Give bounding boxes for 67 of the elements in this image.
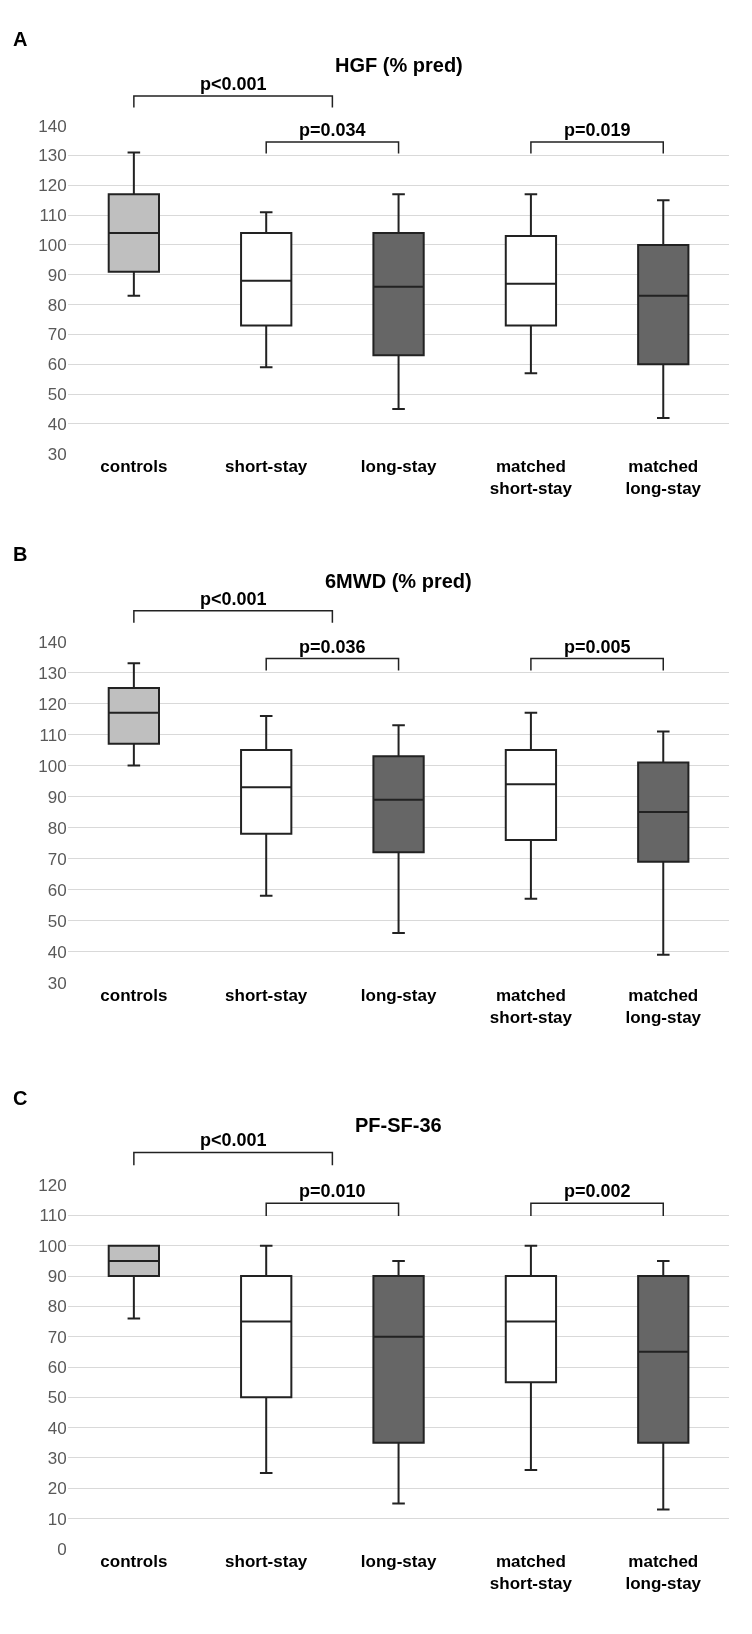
y-tick-label: 100 <box>38 756 67 776</box>
y-tick-label: 0 <box>57 1539 67 1559</box>
y-tick-label: 100 <box>38 235 67 255</box>
x-tick-label: matched long-stay <box>625 1551 702 1593</box>
annotation: p=0.002 <box>564 1181 631 1201</box>
chart-title: PF-SF-36 <box>355 1114 442 1136</box>
annotation: p=0.005 <box>564 637 631 657</box>
annotation: p=0.034 <box>299 120 366 140</box>
y-tick-label: 80 <box>47 295 67 315</box>
annotation: p=0.036 <box>299 637 366 657</box>
y-tick-label: 50 <box>47 385 67 405</box>
x-tick-label: matched short-stay <box>489 1551 573 1593</box>
y-tick-label: 20 <box>47 1479 67 1499</box>
x-tick-label: controls <box>100 456 168 476</box>
y-tick-label: 110 <box>39 206 67 226</box>
y-tick-label: 30 <box>47 973 67 993</box>
x-tick-label: matched long-stay <box>625 456 702 498</box>
y-tick-label: 100 <box>38 1236 67 1256</box>
annotation: p=0.010 <box>299 1181 366 1201</box>
x-tick-label: long-stay <box>360 985 437 1005</box>
text: p<0.001 <box>200 74 267 94</box>
y-tick-label: 70 <box>47 325 67 345</box>
x-tick-label: controls <box>100 985 168 1005</box>
y-tick-label: 70 <box>47 849 67 869</box>
y-tick-label: 120 <box>38 694 67 714</box>
x-tick-label: short-stay <box>225 1551 308 1571</box>
text: B <box>13 543 28 565</box>
x-tick-label: long-stay <box>360 456 437 476</box>
y-tick-label: 80 <box>47 1297 67 1317</box>
x-tick-label: long-stay <box>360 1551 437 1571</box>
y-tick-label: 10 <box>47 1509 67 1529</box>
text: p<0.001 <box>200 1130 267 1150</box>
y-tick-label: 140 <box>38 116 67 136</box>
chart-title: HGF (% pred) <box>335 54 463 76</box>
x-tick-label: short-stay <box>225 985 308 1005</box>
annotation: p=0.019 <box>564 120 631 140</box>
y-tick-label: 60 <box>47 355 67 375</box>
x-tick-label: short-stay <box>225 456 308 476</box>
y-tick-label: 40 <box>47 942 67 962</box>
y-tick-label: 140 <box>38 632 67 652</box>
y-tick-label: 90 <box>47 265 67 285</box>
y-tick-label: 110 <box>39 1206 67 1226</box>
y-tick-label: 60 <box>47 1357 67 1377</box>
y-tick-label: 130 <box>38 663 67 683</box>
x-tick-label: matched short-stay <box>489 985 573 1027</box>
y-tick-label: 120 <box>38 1176 67 1196</box>
y-tick-label: 130 <box>38 146 67 166</box>
y-tick-label: 60 <box>47 880 67 900</box>
y-tick-label: 40 <box>47 1418 67 1438</box>
y-tick-label: 50 <box>47 911 67 931</box>
y-tick-label: 40 <box>47 414 67 434</box>
text: p<0.001 <box>200 589 267 609</box>
y-tick-label: 90 <box>47 1267 67 1287</box>
y-tick-label: 30 <box>47 1448 67 1468</box>
y-tick-label: 90 <box>47 787 67 807</box>
chart-title: 6MWD (% pred) <box>325 570 472 592</box>
y-tick-label: 50 <box>47 1388 67 1408</box>
y-tick-label: 30 <box>47 444 67 464</box>
y-tick-label: 110 <box>39 725 67 745</box>
x-tick-label: matched long-stay <box>625 985 702 1027</box>
x-tick-label: controls <box>100 1551 168 1571</box>
y-tick-label: 120 <box>38 176 67 196</box>
text: C <box>13 1087 28 1109</box>
y-tick-label: 70 <box>47 1327 67 1347</box>
text: A <box>13 28 28 50</box>
x-tick-label: matched short-stay <box>489 456 573 498</box>
y-tick-label: 80 <box>47 818 67 838</box>
